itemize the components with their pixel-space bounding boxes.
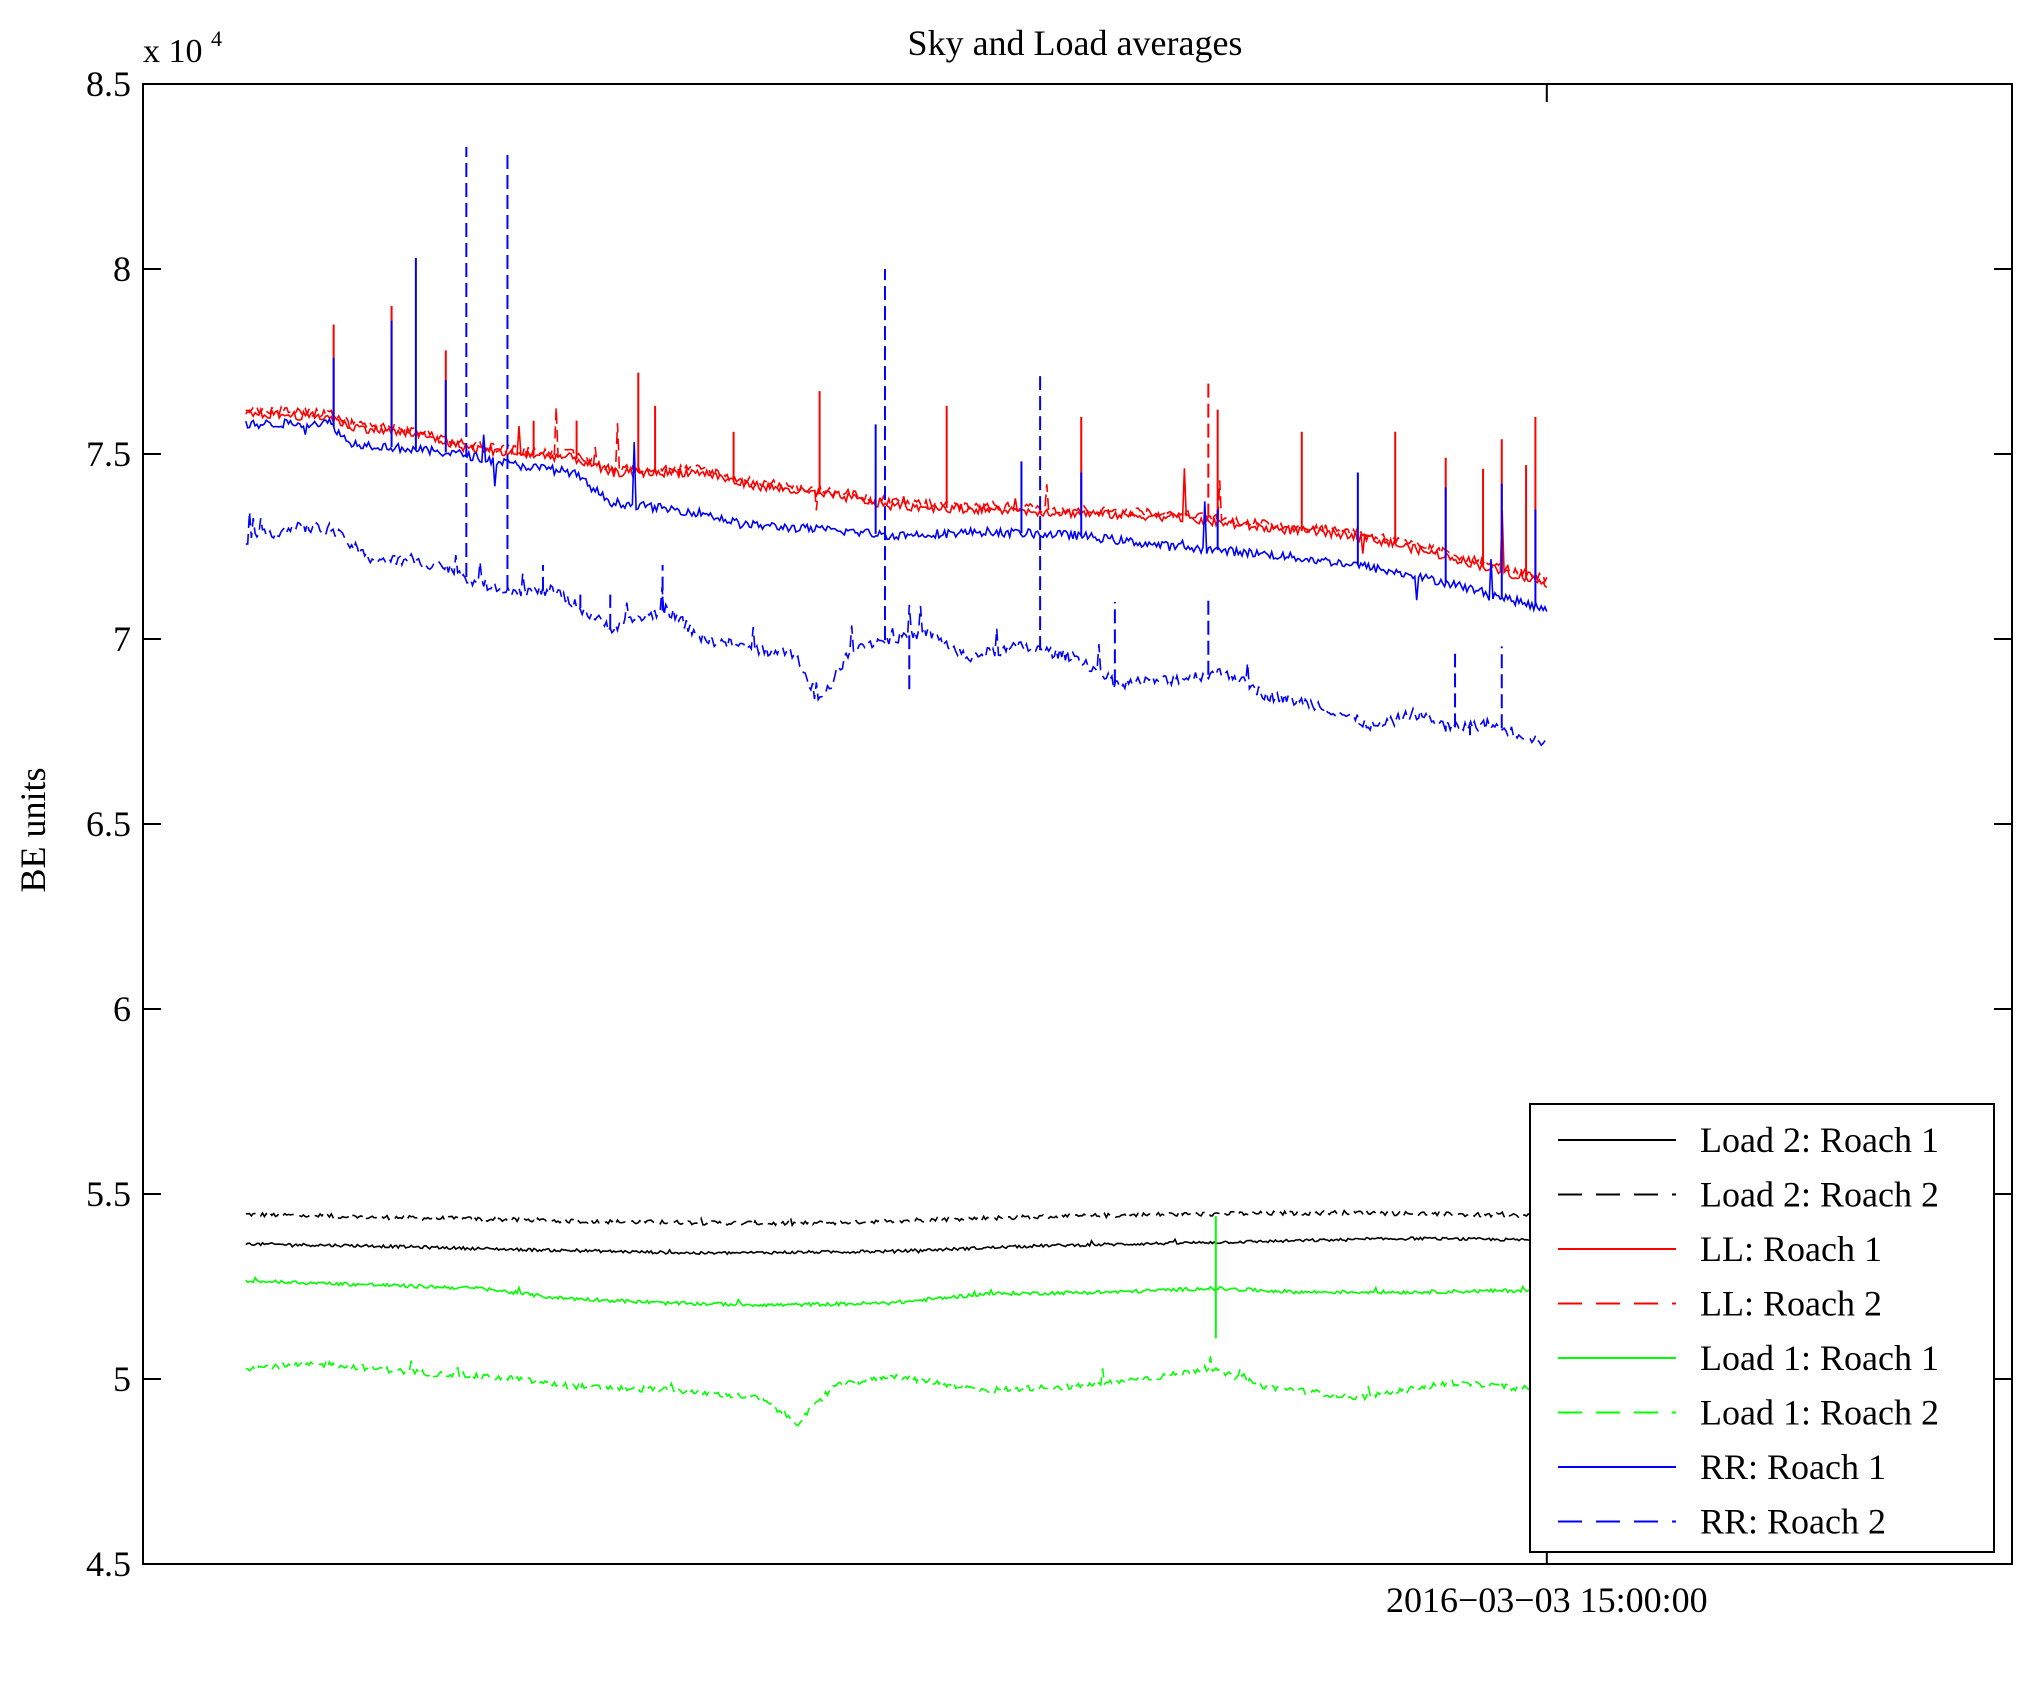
series-0	[245, 1236, 1548, 1256]
series-6	[245, 257, 1548, 614]
legend-label: RR: Roach 1	[1700, 1447, 1886, 1487]
series-5	[245, 1356, 1548, 1427]
legend-item: Load 2: Roach 1	[1558, 1120, 1939, 1160]
series-line	[245, 416, 1548, 614]
y-tick-label: 7.5	[86, 434, 131, 474]
y-tick-label: 8	[113, 249, 131, 289]
legend-label: RR: Roach 2	[1700, 1502, 1886, 1542]
legend-label: Load 1: Roach 1	[1700, 1338, 1939, 1378]
series-line	[245, 406, 1548, 589]
y-tick-label: 6	[113, 989, 131, 1029]
legend-label: Load 2: Roach 1	[1700, 1120, 1939, 1160]
legend-item: Load 2: Roach 2	[1558, 1175, 1939, 1215]
y-tick-label: 7	[113, 619, 131, 659]
series-2	[245, 306, 1548, 589]
series-line	[245, 404, 1548, 584]
series-layer	[245, 146, 1548, 1427]
legend-item: RR: Roach 1	[1558, 1447, 1886, 1487]
legend-label: LL: Roach 2	[1700, 1284, 1882, 1324]
y-axis-label: BE units	[13, 767, 53, 892]
y-tick-label: 5.5	[86, 1174, 131, 1214]
series-line	[245, 1356, 1548, 1427]
legend: Load 2: Roach 1 Load 2: Roach 2 LL: Roach …	[1529, 1103, 1995, 1553]
series-line	[245, 1208, 1547, 1228]
y-tick-label: 6.5	[86, 804, 131, 844]
series-3	[245, 380, 1548, 584]
series-7	[245, 146, 1548, 747]
series-line	[245, 511, 1548, 747]
legend-item: Load 1: Roach 2	[1558, 1393, 1939, 1433]
y-tick-label: 8.5	[86, 64, 131, 104]
series-1	[245, 1208, 1547, 1228]
legend-item: RR: Roach 2	[1558, 1502, 1886, 1542]
legend-item: LL: Roach 1	[1558, 1229, 1882, 1269]
chart-title: Sky and Load averages	[908, 23, 1243, 63]
x-tick-label: 2016−03−03 15:00:00	[1386, 1580, 1708, 1620]
y-axis-multiplier-exponent: 4	[211, 26, 222, 51]
series-line	[245, 1275, 1548, 1308]
legend-box	[1529, 1103, 1995, 1553]
series-line	[245, 1236, 1548, 1256]
legend-label: Load 1: Roach 2	[1700, 1393, 1939, 1433]
y-tick-label: 5	[113, 1359, 131, 1399]
legend-label: LL: Roach 1	[1700, 1229, 1882, 1269]
legend-item: Load 1: Roach 1	[1558, 1338, 1939, 1378]
y-tick-label: 4.5	[86, 1544, 131, 1584]
legend-label: Load 2: Roach 2	[1700, 1175, 1939, 1215]
legend-item: LL: Roach 2	[1558, 1284, 1882, 1324]
y-axis-multiplier-base: x 10	[143, 33, 203, 70]
axes: 4.5 5 5.5 6 6.5 7 7.5 8 8.5 2016−03−03 15:00:00	[86, 64, 2013, 1620]
series-4	[245, 1216, 1548, 1339]
y-axis-multiplier: x 10 4	[143, 26, 222, 70]
